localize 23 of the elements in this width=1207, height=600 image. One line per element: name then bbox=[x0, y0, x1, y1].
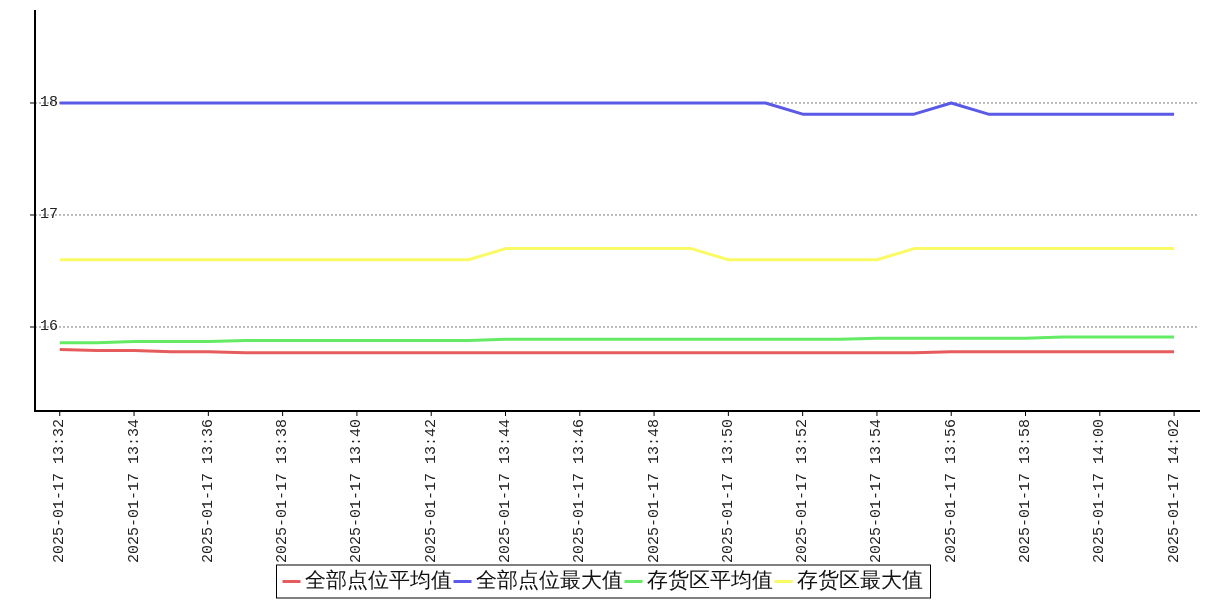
y-tick-label: 17 bbox=[40, 206, 59, 224]
x-tick-label: 2025-01-17 13:52 bbox=[794, 419, 812, 564]
x-tick-label: 2025-01-17 13:38 bbox=[274, 419, 292, 564]
x-tick-label: 2025-01-17 14:00 bbox=[1091, 419, 1109, 564]
x-tick-label: 2025-01-17 13:56 bbox=[942, 419, 960, 564]
y-tick-label: 18 bbox=[40, 94, 59, 112]
x-tick-label: 2025-01-17 13:46 bbox=[571, 419, 589, 564]
x-tick-label: 2025-01-17 13:34 bbox=[125, 419, 143, 564]
x-tick-label: 2025-01-17 13:44 bbox=[497, 419, 514, 564]
y-tick-label: 16 bbox=[40, 318, 59, 336]
x-tick-label: 2025-01-17 13:40 bbox=[348, 419, 366, 564]
x-tick-label: 2025-01-17 13:54 bbox=[868, 419, 886, 564]
x-tick-label: 2025-01-17 13:42 bbox=[422, 419, 440, 564]
x-tick-label: 2025-01-17 13:50 bbox=[719, 419, 737, 564]
x-tick-label: 2025-01-17 13:32 bbox=[51, 419, 69, 564]
legend-label: 存货区最大值 bbox=[796, 569, 923, 593]
legend-label: 存货区平均值 bbox=[646, 569, 773, 593]
legend-label: 全部点位平均值 bbox=[304, 569, 452, 593]
x-tick-label: 2025-01-17 13:48 bbox=[645, 419, 663, 564]
x-tick-label: 2025-01-17 13:36 bbox=[199, 419, 217, 564]
x-tick-label: 2025-01-17 14:02 bbox=[1165, 419, 1183, 564]
legend-label: 全部点位最大值 bbox=[475, 569, 623, 593]
x-tick-label: 2025-01-17 13:58 bbox=[1017, 419, 1035, 564]
